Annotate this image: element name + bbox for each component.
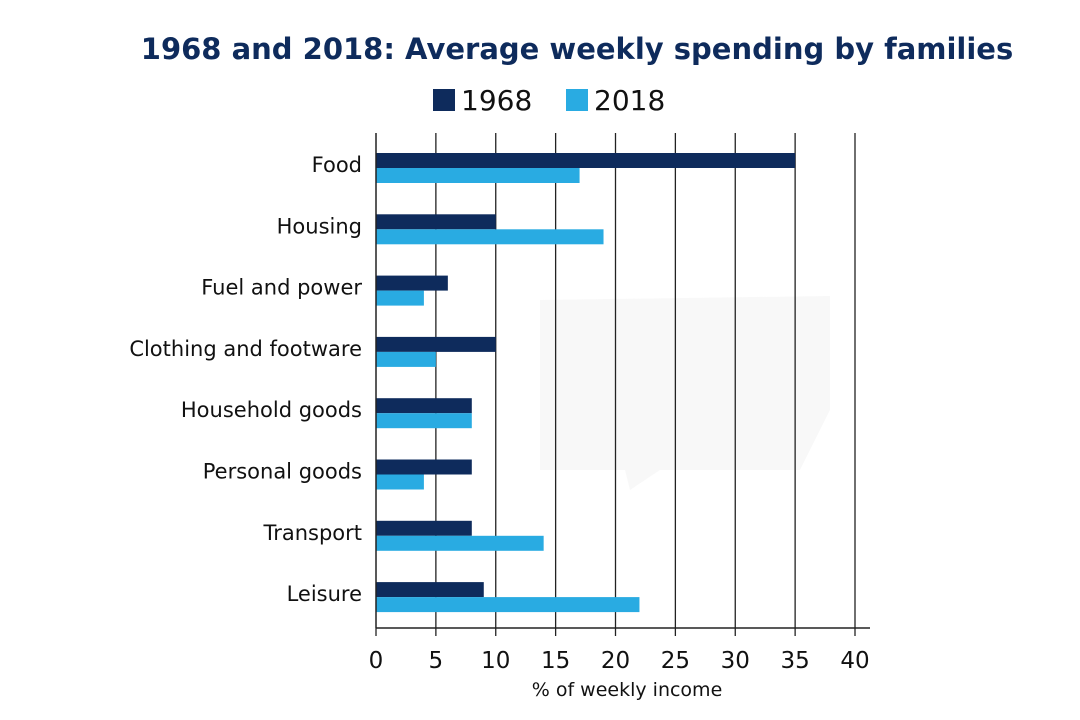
bars: [376, 153, 796, 613]
tick-label-5: 5: [429, 648, 444, 674]
bar-fuel-and-power-1968: [376, 275, 448, 291]
bar-fuel-and-power-2018: [376, 290, 424, 306]
bar-leisure-2018: [376, 597, 640, 613]
bar-personal-goods-1968: [376, 459, 472, 475]
bar-food-2018: [376, 168, 580, 183]
bar-personal-goods-2018: [376, 474, 424, 490]
legend: 1968 2018: [433, 84, 665, 117]
tick-label-15: 15: [541, 648, 570, 674]
bar-clothing-and-footware-2018: [376, 351, 436, 367]
bar-household-goods-2018: [376, 413, 472, 429]
legend-label-1968: 1968: [461, 84, 532, 117]
axes: [375, 133, 870, 636]
bar-clothing-and-footware-1968: [376, 336, 496, 352]
category-label: Housing: [277, 214, 362, 238]
tick-label-20: 20: [601, 648, 630, 674]
tick-label-10: 10: [481, 648, 510, 674]
category-label: Household goods: [181, 398, 362, 422]
tick-label-35: 35: [780, 648, 809, 674]
legend-swatch-2018: [566, 89, 588, 111]
bar-household-goods-1968: [376, 398, 472, 414]
bar-housing-1968: [376, 214, 496, 230]
bar-transport-1968: [376, 520, 472, 536]
tick-label-0: 0: [369, 648, 384, 674]
category-label: Fuel and power: [201, 276, 362, 300]
tick-labels: 0 5 10 15 20 25 30 35 40: [369, 648, 870, 674]
bar-transport-2018: [376, 535, 544, 551]
category-label: Clothing and footware: [129, 337, 362, 361]
legend-swatch-1968: [433, 89, 455, 111]
category-labels: Food Housing Fuel and power Clothing and fo…: [129, 153, 362, 606]
category-label: Personal goods: [203, 460, 362, 484]
tick-label-40: 40: [840, 648, 869, 674]
bar-leisure-1968: [376, 582, 484, 598]
x-axis-label: % of weekly income: [532, 679, 723, 701]
chart-title: 1968 and 2018: Average weekly spending b…: [141, 32, 1013, 66]
category-label: Transport: [262, 521, 362, 545]
bar-housing-2018: [376, 229, 604, 245]
legend-label-2018: 2018: [594, 84, 665, 117]
category-label: Food: [312, 153, 362, 177]
tick-label-30: 30: [721, 648, 750, 674]
category-label: Leisure: [287, 582, 362, 606]
tick-label-25: 25: [661, 648, 690, 674]
bar-food-1968: [376, 153, 796, 168]
speech-bubble-watermark: [540, 296, 830, 490]
